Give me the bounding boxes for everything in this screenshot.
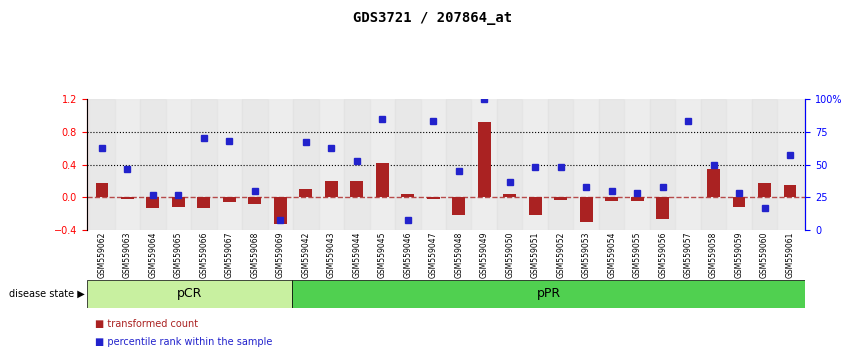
Bar	[573, 99, 599, 230]
Bar	[759, 183, 771, 198]
Bar	[223, 198, 236, 202]
Text: pCR: pCR	[177, 287, 202, 300]
Bar	[197, 198, 210, 208]
Bar	[351, 181, 363, 198]
Bar	[395, 99, 421, 230]
Bar	[268, 99, 293, 230]
Bar	[421, 99, 446, 230]
Bar	[401, 194, 414, 198]
Bar	[478, 122, 491, 198]
FancyBboxPatch shape	[292, 280, 805, 308]
Bar	[701, 99, 727, 230]
Bar	[548, 99, 573, 230]
FancyBboxPatch shape	[87, 280, 292, 308]
Bar	[325, 181, 338, 198]
Text: ■ percentile rank within the sample: ■ percentile rank within the sample	[95, 337, 273, 347]
Bar	[497, 99, 522, 230]
Bar	[344, 99, 370, 230]
Text: disease state ▶: disease state ▶	[9, 289, 84, 299]
Text: pPR: pPR	[537, 287, 561, 300]
Bar	[446, 99, 471, 230]
Bar	[370, 99, 395, 230]
Bar	[503, 194, 516, 198]
Bar	[300, 189, 312, 198]
Bar	[605, 198, 618, 201]
Bar	[522, 99, 548, 230]
Bar	[452, 198, 465, 215]
Bar	[165, 99, 191, 230]
Text: GDS3721 / 207864_at: GDS3721 / 207864_at	[353, 11, 513, 25]
Bar	[554, 198, 567, 200]
Bar	[249, 198, 262, 204]
Bar	[624, 99, 650, 230]
Bar	[89, 99, 114, 230]
Bar	[778, 99, 803, 230]
Bar	[121, 198, 133, 199]
Bar	[656, 198, 669, 219]
Bar	[191, 99, 216, 230]
Bar	[427, 198, 440, 199]
Bar	[319, 99, 344, 230]
Bar	[752, 99, 778, 230]
Bar	[376, 163, 389, 198]
Bar	[650, 99, 675, 230]
Bar	[727, 99, 752, 230]
Bar	[146, 198, 159, 208]
Bar	[274, 198, 287, 224]
Bar	[580, 198, 592, 222]
Bar	[675, 99, 701, 230]
Bar	[784, 185, 797, 198]
Bar	[114, 99, 140, 230]
Bar	[172, 198, 184, 207]
Bar	[140, 99, 165, 230]
Bar	[733, 198, 746, 207]
Bar	[599, 99, 624, 230]
Text: ■ transformed count: ■ transformed count	[95, 319, 198, 329]
Bar	[216, 99, 242, 230]
Bar	[529, 198, 541, 215]
Bar	[95, 183, 108, 198]
Bar	[242, 99, 268, 230]
Bar	[630, 198, 643, 201]
Bar	[471, 99, 497, 230]
Bar	[708, 169, 720, 198]
Bar	[293, 99, 319, 230]
